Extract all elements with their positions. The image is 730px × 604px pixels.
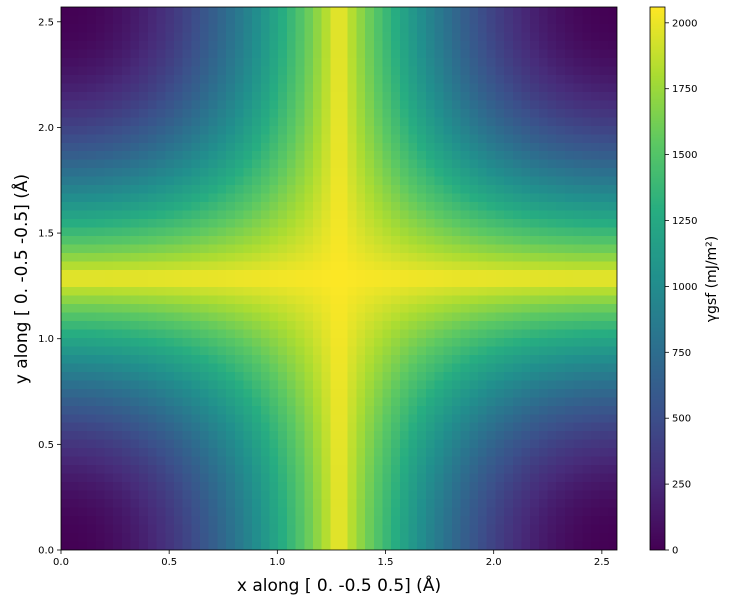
y-tick-label: 2.5 <box>38 17 54 28</box>
colorbar-tick-label: 2000 <box>672 18 697 29</box>
colorbar-ticks: 0 250 500 750 1000 1250 1500 1750 2000 <box>665 18 697 557</box>
x-tick-label: 2.5 <box>594 557 610 568</box>
colorbar-tick-label: 1500 <box>672 150 697 161</box>
x-axis-label: x along [ 0. -0.5 0.5] (Å) <box>237 574 441 596</box>
x-tick-label: 0.5 <box>161 557 177 568</box>
x-tick-label: 0.0 <box>53 557 69 568</box>
colorbar-frame <box>649 6 666 551</box>
plot-frame <box>60 6 618 551</box>
colorbar-tick-label: 1000 <box>672 282 697 293</box>
colorbar-tick-label: 750 <box>672 348 691 359</box>
y-tick-label: 0.5 <box>38 440 54 451</box>
x-tick-label: 2.0 <box>486 557 502 568</box>
colorbar-label: γgsf (mJ/m²) <box>704 236 720 323</box>
y-tick-label: 2.0 <box>38 123 54 134</box>
colorbar-tick-label: 250 <box>672 480 691 491</box>
y-axis-ticks: 0.0 0.5 1.0 1.5 2.0 2.5 <box>38 17 61 557</box>
x-tick-label: 1.5 <box>378 557 394 568</box>
colorbar-tick-label: 0 <box>672 546 678 557</box>
colorbar-tick-label: 500 <box>672 414 691 425</box>
heatmap-plot <box>61 7 617 550</box>
x-axis-ticks: 0.0 0.5 1.0 1.5 2.0 2.5 <box>53 550 610 568</box>
y-axis-label: y along [ 0. -0.5 -0.5] (Å) <box>10 174 32 384</box>
y-tick-label: 0.0 <box>38 546 54 557</box>
y-tick-label: 1.5 <box>38 229 54 240</box>
y-tick-label: 1.0 <box>38 334 54 345</box>
x-tick-label: 1.0 <box>269 557 285 568</box>
colorbar-tick-label: 1750 <box>672 84 697 95</box>
colorbar-tick-label: 1250 <box>672 216 697 227</box>
colorbar <box>650 7 665 550</box>
